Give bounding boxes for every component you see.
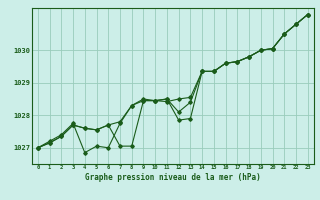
X-axis label: Graphe pression niveau de la mer (hPa): Graphe pression niveau de la mer (hPa) [85,173,261,182]
